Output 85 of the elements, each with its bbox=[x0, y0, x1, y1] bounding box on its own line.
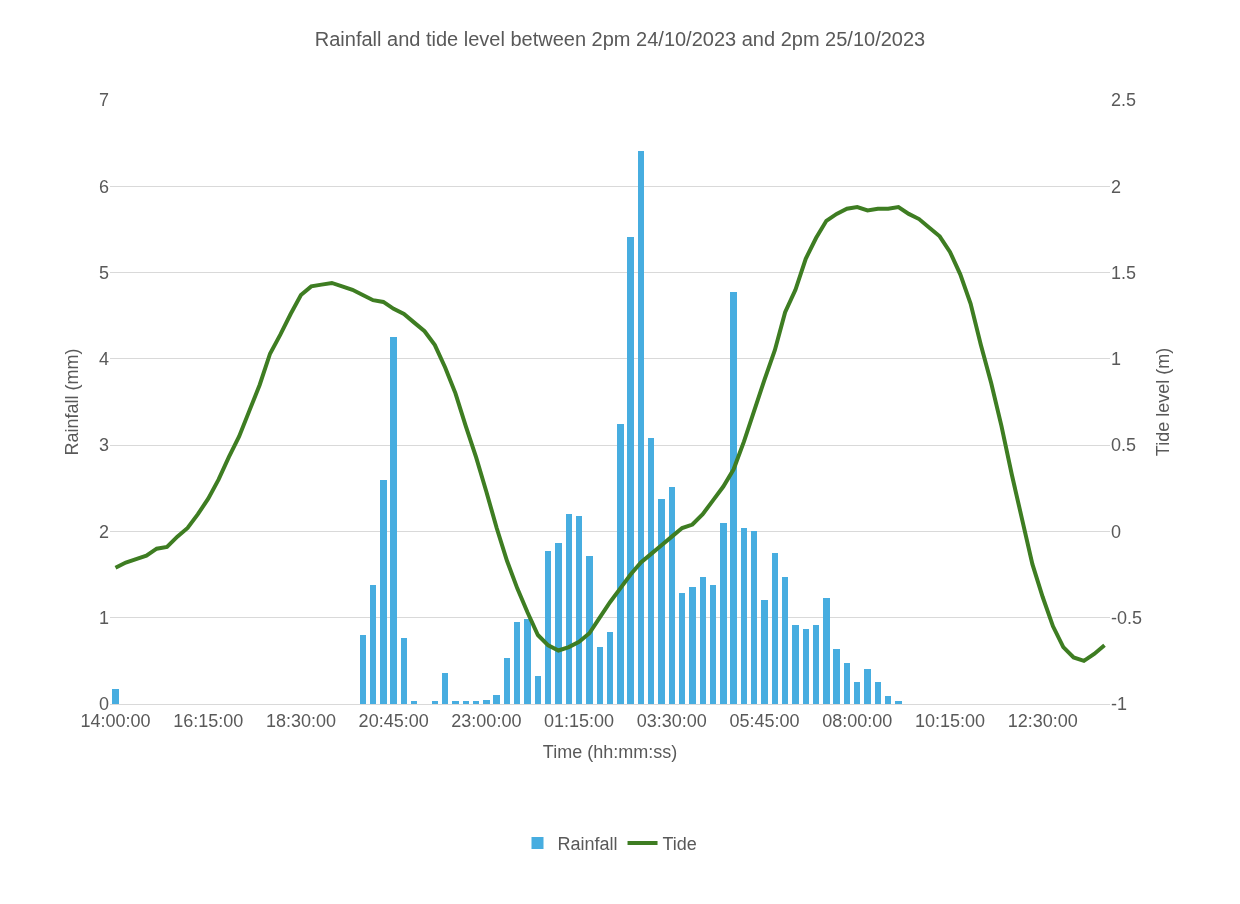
x-tick-label: 23:00:00 bbox=[451, 710, 522, 731]
bar bbox=[112, 689, 119, 704]
bar bbox=[432, 701, 438, 704]
bar bbox=[854, 682, 860, 704]
y-tick-label: 5 bbox=[98, 262, 109, 283]
bar bbox=[463, 701, 469, 704]
x-tick-label: 16:15:00 bbox=[173, 710, 244, 731]
bar bbox=[627, 237, 634, 704]
bar bbox=[864, 669, 871, 704]
bar bbox=[792, 625, 799, 704]
bar bbox=[483, 700, 490, 704]
bar bbox=[360, 635, 366, 704]
bar bbox=[524, 619, 531, 704]
y-tick-label: 7 bbox=[98, 90, 109, 111]
bar bbox=[607, 632, 613, 704]
bar bbox=[535, 676, 541, 704]
bar bbox=[545, 551, 551, 704]
bar bbox=[885, 696, 891, 704]
x-tick-label: 12:30:00 bbox=[1007, 710, 1078, 731]
y2-tick-label: 0 bbox=[1111, 521, 1122, 542]
x-tick-label: 08:00:00 bbox=[822, 710, 893, 731]
bar bbox=[710, 585, 716, 704]
y2-tick-label: -0.5 bbox=[1111, 608, 1143, 629]
bar bbox=[730, 292, 737, 704]
bar bbox=[875, 682, 881, 704]
bar bbox=[813, 625, 819, 704]
x-tick-label: 20:45:00 bbox=[358, 710, 429, 731]
bar bbox=[473, 701, 479, 704]
chart-title: Rainfall and tide level between 2pm 24/10/2023 and 2pm 25/10/2023 bbox=[314, 27, 926, 50]
x-axis-title: Time (hh:mm:ss) bbox=[542, 741, 678, 762]
bar bbox=[679, 593, 685, 704]
bar bbox=[597, 647, 603, 704]
bar bbox=[803, 629, 809, 704]
bar bbox=[514, 622, 520, 704]
bar bbox=[617, 424, 624, 704]
y-axis-title: Rainfall (mm) bbox=[62, 348, 83, 456]
bar bbox=[566, 514, 572, 704]
bar bbox=[370, 585, 376, 704]
y-tick-label: 2 bbox=[98, 521, 109, 542]
bar bbox=[741, 528, 747, 704]
line-series bbox=[113, 204, 1107, 663]
legend-label: Rainfall bbox=[557, 834, 618, 855]
bar bbox=[493, 695, 500, 704]
bar bbox=[689, 587, 696, 704]
y2-axis-title: Tide level (m) bbox=[1153, 347, 1174, 457]
bar bbox=[700, 577, 706, 704]
bar bbox=[833, 649, 840, 704]
y2-tick-label: 2.5 bbox=[1111, 90, 1137, 111]
bar bbox=[452, 701, 459, 704]
bar bbox=[442, 673, 448, 704]
y-tick-label: 3 bbox=[98, 435, 109, 456]
bar bbox=[380, 480, 387, 704]
bar bbox=[390, 337, 397, 704]
x-tick-label: 05:45:00 bbox=[729, 710, 800, 731]
x-tick-label: 01:15:00 bbox=[544, 710, 615, 731]
x-tick-label: 03:30:00 bbox=[636, 710, 707, 731]
x-tick-label: 10:15:00 bbox=[914, 710, 986, 731]
bar bbox=[772, 553, 778, 704]
y-tick-label: 6 bbox=[98, 176, 109, 197]
bar bbox=[751, 531, 757, 704]
y2-tick-label: 1.5 bbox=[1111, 262, 1137, 283]
bar bbox=[586, 556, 593, 704]
bar bbox=[648, 438, 654, 704]
bar bbox=[761, 600, 768, 704]
bar bbox=[782, 577, 788, 704]
bar bbox=[720, 523, 727, 704]
bar bbox=[823, 598, 830, 704]
legend-label: Tide bbox=[662, 834, 697, 855]
y2-tick-label: 2 bbox=[1111, 176, 1122, 197]
y2-tick-label: 0.5 bbox=[1111, 435, 1137, 456]
bar bbox=[895, 701, 902, 704]
bar bbox=[401, 638, 407, 704]
y2-tick-label: 1 bbox=[1111, 349, 1122, 370]
bar bbox=[576, 516, 582, 704]
bar bbox=[638, 151, 644, 704]
bar bbox=[844, 663, 850, 704]
y2-tick-label: -1 bbox=[1111, 694, 1128, 715]
bar bbox=[411, 701, 417, 704]
bar bbox=[669, 487, 675, 704]
bar bbox=[658, 499, 665, 704]
bar bbox=[504, 658, 510, 704]
y-tick-label: 4 bbox=[98, 349, 109, 370]
y-tick-label: 1 bbox=[98, 608, 109, 629]
x-tick-label: 18:30:00 bbox=[265, 710, 336, 731]
bar bbox=[555, 543, 562, 704]
